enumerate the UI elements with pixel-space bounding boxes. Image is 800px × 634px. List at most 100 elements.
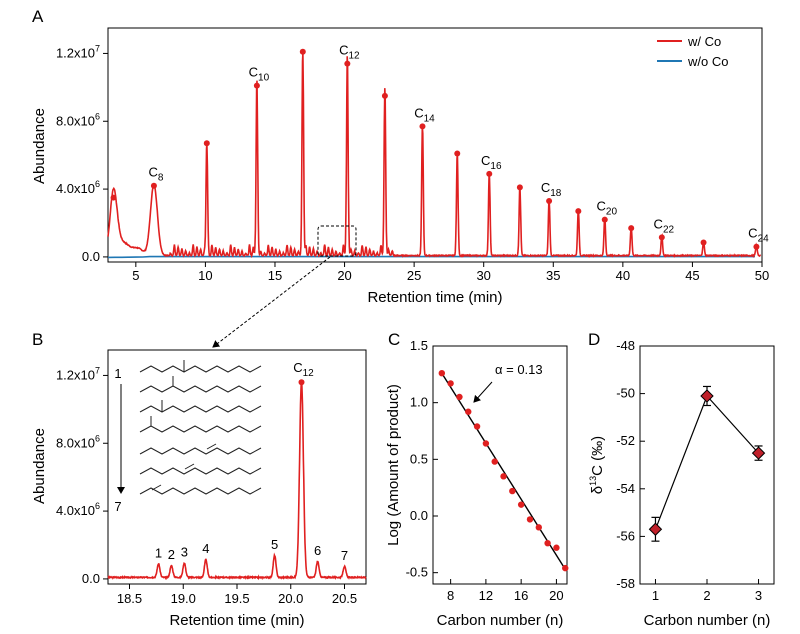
panel-b-xtick-label: 18.5	[117, 591, 142, 606]
panel-c-data-point	[491, 458, 498, 465]
panel-b-peak-marker	[298, 379, 305, 386]
panel-d-frame	[639, 345, 775, 585]
panel-a-frame	[107, 27, 763, 263]
panel-a-peak-marker	[516, 184, 523, 191]
panel-d-ylabel: δ13C (‰)	[588, 436, 606, 494]
panel-b-ytick-label: 4.0x106	[56, 501, 100, 518]
legend-label-wo-co: w/o Co	[687, 54, 728, 69]
panel-a-peak-marker	[753, 243, 760, 250]
panel-a-peak-marker	[253, 82, 260, 89]
panel-a-xtick-label: 50	[755, 268, 769, 283]
panel-a-series-with-co	[107, 53, 762, 259]
panel-a-xtick-label: 5	[132, 268, 139, 283]
panel-a-peak-marker	[454, 150, 461, 157]
panel-a-ytick-label: 8.0x106	[56, 111, 100, 128]
panel-a-ylabel: Abundance	[31, 108, 48, 184]
panel-a-xlabel: Retention time (min)	[367, 289, 502, 306]
panel-c-frame	[432, 345, 568, 585]
panel-a-peak-marker	[700, 239, 707, 246]
panel-a-peak-label: C12	[339, 43, 360, 62]
panel-d-ytick-label: -56	[616, 528, 635, 543]
panel-c-data-point	[526, 516, 534, 523]
panel-b-peak-label: 2	[168, 547, 175, 562]
panel-d-chart: 1 2 3 -58 -56 -54 -52 -50 -48 Carbon number (n)…	[588, 338, 775, 629]
panel-c-ytick-label: 1.5	[410, 338, 428, 353]
panel-d-letter: D	[588, 330, 600, 349]
panel-a-peak-marker	[628, 225, 635, 232]
panel-a-ytick-label: 4.0x106	[56, 179, 100, 196]
structure-4	[139, 425, 262, 433]
panel-c-xlabel: Carbon number (n)	[437, 612, 564, 629]
panel-d-xtick-label: 2	[703, 588, 710, 603]
panel-b-ytick-label: 8.0x106	[56, 433, 100, 450]
panel-c-xtick-label: 16	[514, 588, 528, 603]
panel-b-frame	[107, 349, 367, 585]
panel-a-peak-marker	[203, 140, 210, 147]
panel-b-ytick-label: 0.0	[82, 571, 100, 586]
panel-a-xtick-label: 40	[616, 268, 630, 283]
panel-a-peak-label: C18	[541, 180, 562, 199]
panel-a-peak-marker	[658, 234, 665, 241]
alpha-annotation: α = 0.13	[495, 362, 543, 377]
panel-d-data-point	[751, 446, 766, 460]
panel-b-xtick-label: 20.0	[278, 591, 303, 606]
panel-c-data-point	[500, 473, 507, 480]
structure-5	[139, 447, 262, 455]
panel-a-peak-label: C20	[597, 199, 618, 218]
panel-c-data-point	[553, 544, 560, 551]
panel-c-data-point	[465, 408, 472, 415]
panel-b-series-with-co	[107, 380, 367, 581]
structure-1	[139, 365, 262, 373]
structure-6-double-bond	[184, 463, 195, 470]
panel-b-peak-label: C12	[293, 360, 314, 379]
panel-a-ytick-label: 0.0	[82, 249, 100, 264]
panel-d-line	[654, 394, 759, 530]
panel-c-data-point	[473, 423, 481, 430]
panel-a-peak-marker	[299, 48, 306, 55]
structure-5-double-bond	[206, 443, 217, 450]
panel-a-peak-marker	[344, 60, 351, 67]
legend-label-w-co: w/ Co	[687, 34, 721, 49]
panel-c-data-point	[544, 540, 551, 547]
panel-c-ytick-label: 0.5	[410, 451, 428, 466]
panel-d-xlabel: Carbon number (n)	[644, 612, 771, 629]
panel-a-peak-marker	[546, 197, 553, 204]
structure-2	[139, 385, 262, 393]
panel-c-data-point	[517, 501, 525, 508]
panel-b-peak-label: 3	[181, 545, 188, 560]
panel-a-peak-marker	[419, 123, 426, 130]
panel-c-data-point	[482, 440, 490, 447]
panel-c-data-point	[535, 524, 542, 531]
panel-b-ylabel: Abundance	[31, 428, 48, 504]
panel-d-data-point	[700, 389, 714, 403]
panel-d-ytick-label: -50	[616, 386, 635, 401]
panel-c-ytick-label: -0.5	[406, 565, 428, 580]
panel-b-xtick-label: 19.5	[224, 591, 249, 606]
panel-a-letter: A	[32, 7, 44, 26]
panel-a-xtick-label: 25	[407, 268, 421, 283]
panel-a-peak-label: C16	[481, 153, 502, 172]
panel-c-xtick-label: 8	[447, 588, 454, 603]
panel-a-peak-marker	[110, 194, 117, 201]
panel-b-ytick-label: 1.2x107	[56, 365, 100, 382]
zoom-region-box	[317, 225, 357, 257]
isomer-structures	[139, 360, 262, 495]
inset-arrow-start-label: 1	[114, 366, 121, 381]
panel-b-peak-label: 5	[271, 537, 278, 552]
panel-b-peak-label: 7	[341, 548, 348, 563]
panel-a-chart: C8 C10 C12 C14 C16 C18 C20 C22 C24 5 10 15 20 25 30 35…	[31, 27, 769, 306]
panel-a-xtick-label: 10	[198, 268, 212, 283]
panel-a-peak-label: C10	[249, 65, 270, 84]
panel-c-letter: C	[388, 330, 400, 349]
panel-a-peak-label: C8	[148, 165, 163, 184]
panel-c-ytick-label: 0.0	[410, 508, 428, 523]
panel-a-peak-marker	[486, 170, 493, 177]
structure-7	[139, 487, 262, 495]
panel-b-xtick-label: 19.0	[171, 591, 196, 606]
panel-b-letter: B	[32, 330, 43, 349]
panel-c-chart: 8 12 16 20 -0.5 0.0 0.5 1.0 1.5 α = 0.13 Carbon…	[385, 338, 569, 629]
panel-c-xtick-label: 20	[549, 588, 563, 603]
panel-a-xtick-label: 45	[685, 268, 699, 283]
